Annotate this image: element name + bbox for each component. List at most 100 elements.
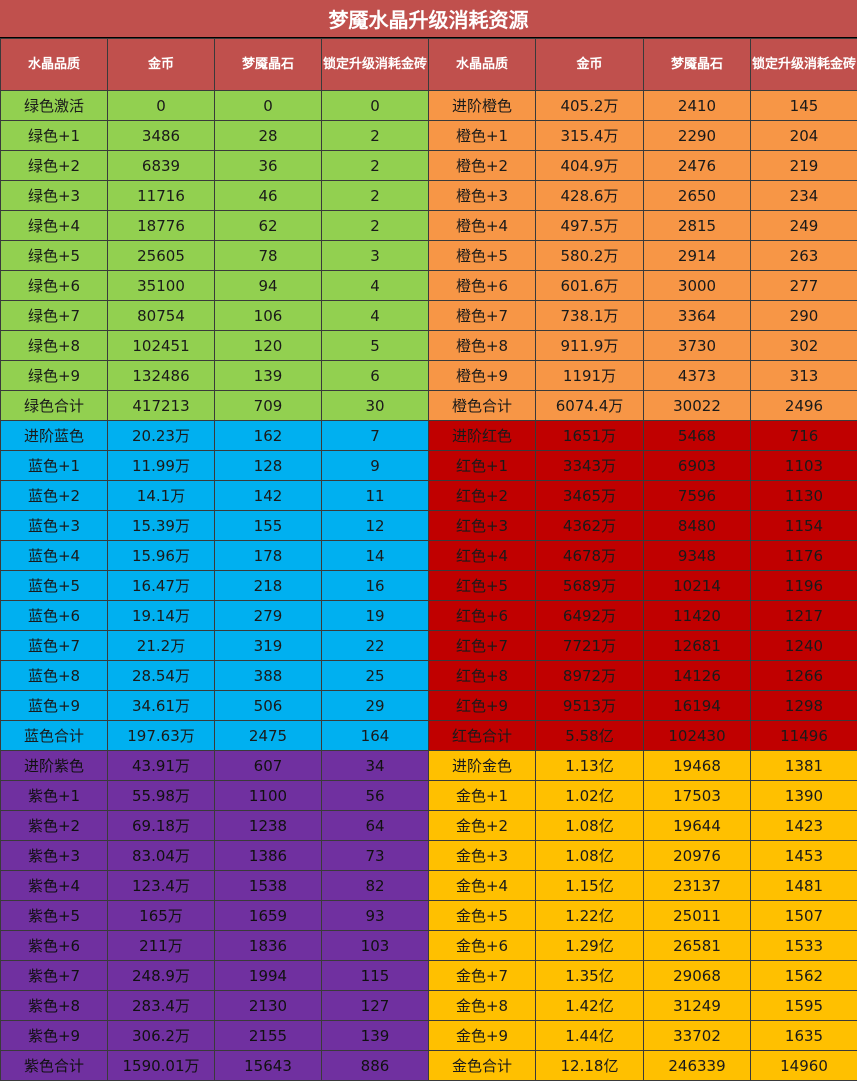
left-lock-cost-cell: 2: [321, 120, 429, 151]
left-gold-cell: 211万: [107, 930, 215, 961]
right-quality-cell: 红色+9: [428, 690, 536, 721]
left-crystal-stone-cell: 2155: [214, 1020, 322, 1051]
right-lock-cost-cell: 1635: [750, 1020, 857, 1051]
right-gold-cell: 404.9万: [535, 150, 644, 181]
left-quality-cell: 紫色+4: [0, 870, 108, 901]
header-lock-cost-right: 锁定升级消耗金砖: [750, 38, 857, 91]
header-row: 水晶品质 金币 梦魇晶石 锁定升级消耗金砖 水晶品质 金币 梦魇晶石 锁定升级消…: [0, 38, 857, 91]
left-crystal-stone-cell: 607: [214, 750, 322, 781]
left-crystal-stone-cell: 78: [214, 240, 322, 271]
header-crystal-stone-left: 梦魇晶石: [214, 38, 322, 91]
right-gold-cell: 4362万: [535, 510, 644, 541]
left-lock-cost-cell: 103: [321, 930, 429, 961]
table-title: 梦魇水晶升级消耗资源: [0, 0, 857, 38]
table-row: 蓝色合计 197.63万 2475 164 红色合计 5.58亿 102430 11496: [0, 720, 857, 751]
right-quality-cell: 进阶橙色: [428, 90, 536, 121]
right-quality-cell: 进阶红色: [428, 420, 536, 451]
right-gold-cell: 1.08亿: [535, 840, 644, 871]
left-gold-cell: 18776: [107, 210, 215, 241]
left-crystal-stone-cell: 178: [214, 540, 322, 571]
right-quality-cell: 橙色+5: [428, 240, 536, 271]
right-crystal-stone-cell: 31249: [643, 990, 751, 1021]
left-lock-cost-cell: 30: [321, 390, 429, 421]
left-quality-cell: 绿色+2: [0, 150, 108, 181]
left-quality-cell: 蓝色+5: [0, 570, 108, 601]
left-lock-cost-cell: 4: [321, 300, 429, 331]
right-gold-cell: 497.5万: [535, 210, 644, 241]
right-lock-cost-cell: 313: [750, 360, 857, 391]
left-crystal-stone-cell: 506: [214, 690, 322, 721]
left-quality-cell: 蓝色+1: [0, 450, 108, 481]
right-crystal-stone-cell: 23137: [643, 870, 751, 901]
left-quality-cell: 蓝色+2: [0, 480, 108, 511]
table-row: 进阶蓝色 20.23万 162 7 进阶红色 1651万 5468 716: [0, 420, 857, 451]
right-gold-cell: 3465万: [535, 480, 644, 511]
right-crystal-stone-cell: 3364: [643, 300, 751, 331]
header-quality-right: 水晶品质: [428, 38, 536, 91]
right-gold-cell: 9513万: [535, 690, 644, 721]
right-lock-cost-cell: 1381: [750, 750, 857, 781]
left-quality-cell: 紫色+8: [0, 990, 108, 1021]
header-lock-cost-left: 锁定升级消耗金砖: [321, 38, 429, 91]
right-quality-cell: 橙色+6: [428, 270, 536, 301]
right-crystal-stone-cell: 20976: [643, 840, 751, 871]
right-lock-cost-cell: 1217: [750, 600, 857, 631]
right-gold-cell: 1.08亿: [535, 810, 644, 841]
left-lock-cost-cell: 115: [321, 960, 429, 991]
right-quality-cell: 红色+5: [428, 570, 536, 601]
left-lock-cost-cell: 56: [321, 780, 429, 811]
table-body: 绿色激活 0 0 0 进阶橙色 405.2万 2410 145 绿色+1 3486 28 2 橙色+1 3…: [0, 90, 857, 1081]
left-crystal-stone-cell: 709: [214, 390, 322, 421]
right-lock-cost-cell: 1507: [750, 900, 857, 931]
right-crystal-stone-cell: 2290: [643, 120, 751, 151]
right-gold-cell: 3343万: [535, 450, 644, 481]
right-quality-cell: 红色+3: [428, 510, 536, 541]
right-lock-cost-cell: 11496: [750, 720, 857, 751]
table-row: 绿色+3 11716 46 2 橙色+3 428.6万 2650 234: [0, 180, 857, 211]
left-lock-cost-cell: 2: [321, 210, 429, 241]
header-gold-right: 金币: [535, 38, 644, 91]
right-lock-cost-cell: 219: [750, 150, 857, 181]
left-lock-cost-cell: 34: [321, 750, 429, 781]
left-lock-cost-cell: 9: [321, 450, 429, 481]
right-crystal-stone-cell: 14126: [643, 660, 751, 691]
left-gold-cell: 14.1万: [107, 480, 215, 511]
left-gold-cell: 11.99万: [107, 450, 215, 481]
left-crystal-stone-cell: 36: [214, 150, 322, 181]
right-crystal-stone-cell: 2815: [643, 210, 751, 241]
left-crystal-stone-cell: 128: [214, 450, 322, 481]
right-lock-cost-cell: 1481: [750, 870, 857, 901]
left-lock-cost-cell: 3: [321, 240, 429, 271]
right-gold-cell: 1191万: [535, 360, 644, 391]
left-crystal-stone-cell: 388: [214, 660, 322, 691]
right-gold-cell: 315.4万: [535, 120, 644, 151]
right-crystal-stone-cell: 6903: [643, 450, 751, 481]
right-gold-cell: 1.35亿: [535, 960, 644, 991]
left-lock-cost-cell: 139: [321, 1020, 429, 1051]
right-lock-cost-cell: 145: [750, 90, 857, 121]
left-crystal-stone-cell: 1386: [214, 840, 322, 871]
left-gold-cell: 165万: [107, 900, 215, 931]
left-crystal-stone-cell: 218: [214, 570, 322, 601]
right-quality-cell: 金色+4: [428, 870, 536, 901]
left-crystal-stone-cell: 1994: [214, 960, 322, 991]
left-gold-cell: 28.54万: [107, 660, 215, 691]
right-gold-cell: 1.13亿: [535, 750, 644, 781]
left-gold-cell: 15.96万: [107, 540, 215, 571]
left-crystal-stone-cell: 0: [214, 90, 322, 121]
left-crystal-stone-cell: 120: [214, 330, 322, 361]
left-lock-cost-cell: 64: [321, 810, 429, 841]
left-crystal-stone-cell: 46: [214, 180, 322, 211]
right-crystal-stone-cell: 33702: [643, 1020, 751, 1051]
right-lock-cost-cell: 1130: [750, 480, 857, 511]
table-row: 进阶紫色 43.91万 607 34 进阶金色 1.13亿 19468 1381: [0, 750, 857, 781]
right-crystal-stone-cell: 9348: [643, 540, 751, 571]
right-quality-cell: 红色合计: [428, 720, 536, 751]
right-lock-cost-cell: 1240: [750, 630, 857, 661]
left-gold-cell: 83.04万: [107, 840, 215, 871]
left-crystal-stone-cell: 2475: [214, 720, 322, 751]
right-quality-cell: 橙色+7: [428, 300, 536, 331]
left-quality-cell: 紫色+1: [0, 780, 108, 811]
right-lock-cost-cell: 1595: [750, 990, 857, 1021]
right-lock-cost-cell: 1390: [750, 780, 857, 811]
